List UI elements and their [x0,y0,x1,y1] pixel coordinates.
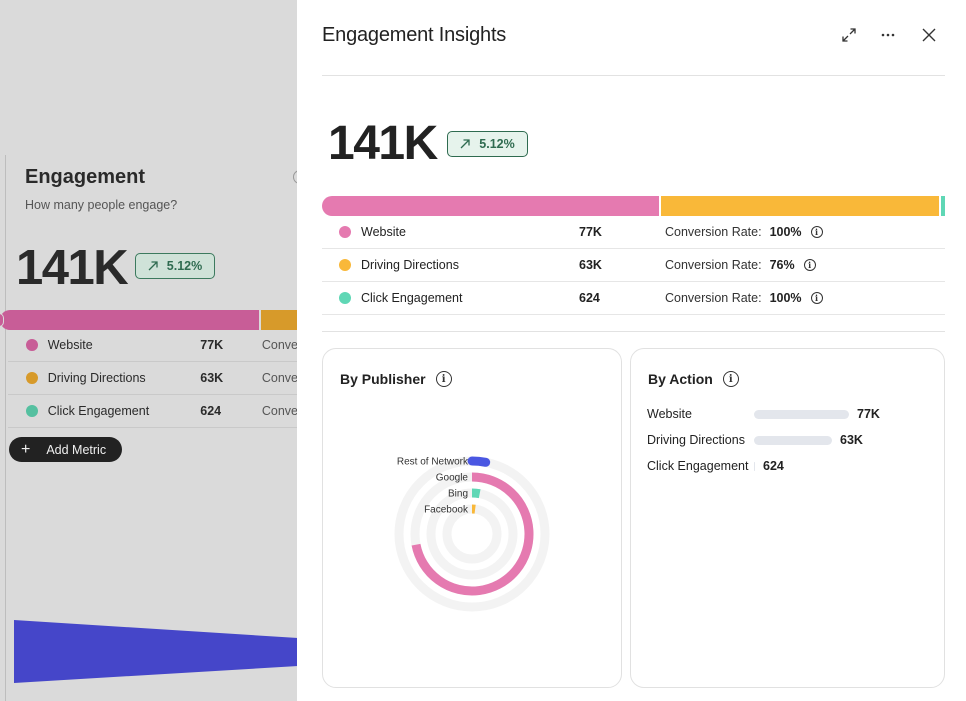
trend-up-icon [460,139,470,149]
radial-arc-rest-of-network[interactable] [467,456,491,467]
more-horizontal-icon [881,33,895,37]
by-action-card: By Action i Website 77K Driving Directio… [630,348,945,688]
legend-dot [26,405,38,417]
legend-dot [26,339,38,351]
close-icon [922,28,936,42]
by-action-title-text: By Action [648,371,713,387]
action-row: Website 77K [647,405,880,423]
info-icon[interactable]: i [810,292,823,304]
by-action-title: By Action i [648,371,739,387]
metric-name: Click Engagement [361,291,463,305]
conversion-value: 100% [769,291,802,305]
background-title: Engagement [25,166,146,188]
legend-dot [339,292,351,304]
background-row-value: 63K [200,371,224,385]
add-metric-button[interactable]: + Add Metric [9,437,122,462]
publisher-radial-chart: Rest of Network Google Bing Facebook [394,456,550,612]
action-name: Website [647,407,692,421]
action-value: 624 [763,459,784,473]
background-row-conv: Conve [261,338,298,352]
radial-arc-google[interactable] [411,472,534,596]
conversion-label: Conversion Rate: [665,225,762,239]
legend-dot [26,372,38,384]
metric-value: 624 [579,291,600,305]
info-icon[interactable]: i [722,371,739,387]
background-change-badge: 5.12% [135,253,215,279]
background-divider [5,155,6,701]
conversion-label: Conversion Rate: [665,258,762,272]
legend-dot [339,259,351,271]
expand-button[interactable] [837,23,861,47]
background-row-name: Website [47,338,93,352]
action-bar [754,435,832,445]
conversion-value: 100% [769,225,802,239]
action-bar [754,461,755,471]
metric-value: 77K [579,225,602,239]
bar-segment [661,196,939,216]
legend-dot [339,226,351,238]
metric-row[interactable]: Click Engagement 624 Conversion Rate: 10… [322,282,945,315]
by-publisher-card: By Publisher i Rest of Network Google Bing… [322,348,622,688]
engagement-insights-panel: Engagement Insights 141K 5.12% Website 7… [297,0,966,701]
action-name: Click Engagement [647,459,749,473]
background-row-conv: Conve [261,404,298,418]
action-row: Driving Directions 63K [647,431,863,449]
info-icon[interactable]: i [803,259,816,271]
background-row: Driving Directions 63K Conve [8,362,298,395]
action-row: Click Engagement 624 [647,457,784,475]
panel-stacked-bar [322,196,945,216]
radial-arc-bing[interactable] [471,488,481,499]
background-area-chart [14,620,298,683]
radial-label: Facebook [424,505,469,516]
action-bar [754,409,849,419]
radial-track [442,504,502,564]
close-button[interactable] [917,23,941,47]
action-value: 77K [857,407,880,421]
trend-up-icon [148,261,158,271]
background-row: Click Engagement 624 Conve [8,395,298,428]
background-subtitle: How many people engage? [25,198,178,212]
radial-label: Google [436,473,469,484]
background-row-name: Driving Directions [47,371,146,385]
metric-value: 63K [579,258,602,272]
background-row-value: 77K [200,338,224,352]
plus-icon: + [21,440,31,458]
metric-name: Website [361,225,406,239]
info-icon[interactable]: i [810,226,823,238]
metric-row[interactable]: Driving Directions 63K Conversion Rate: … [322,249,945,282]
radial-label: Rest of Network [397,457,469,468]
metric-row[interactable]: Website 77K Conversion Rate: 100% i [322,216,945,249]
action-name: Driving Directions [647,433,745,447]
expand-icon [842,28,856,42]
background-change-value: 5.12% [166,259,203,273]
conversion-value: 76% [769,258,795,272]
by-publisher-title-text: By Publisher [340,371,426,387]
background-row-conv: Conve [261,371,298,385]
background-row-value: 624 [200,404,222,418]
radial-track [394,456,550,612]
by-publisher-title: By Publisher i [340,371,452,387]
background-row: Website 77K Conve [8,329,298,362]
background-stacked-bar [0,310,298,330]
bar-segment [322,196,659,216]
background-engagement-card: Engagement How many people engage? 141K … [0,0,298,701]
info-icon[interactable]: i [435,371,452,387]
action-value: 63K [840,433,863,447]
header-divider [322,75,945,76]
add-metric-label: Add Metric [46,442,107,457]
bar-segment [941,196,945,216]
background-row-name: Click Engagement [47,404,150,418]
panel-change-value: 5.12% [479,137,515,151]
metric-name: Driving Directions [361,258,459,272]
conversion-label: Conversion Rate: [665,291,762,305]
radial-label: Bing [448,489,468,500]
panel-change-badge: 5.12% [447,131,528,157]
section-divider [322,331,945,332]
panel-total: 141K [328,117,438,170]
background-total: 141K [16,241,129,295]
more-options-button[interactable] [876,23,900,47]
panel-title: Engagement Insights [322,24,507,46]
